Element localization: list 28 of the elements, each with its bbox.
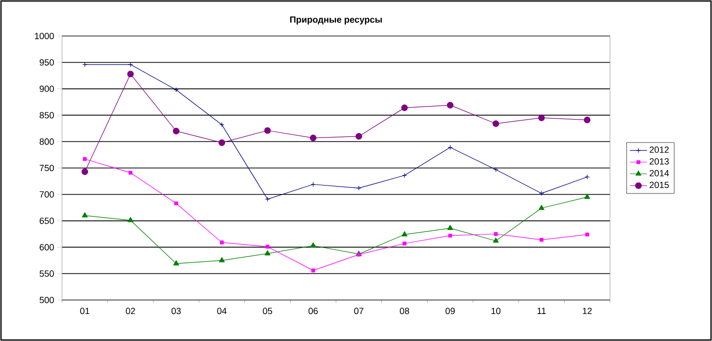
y-tick-label: 1000 bbox=[34, 32, 54, 40]
x-tick-label: 09 bbox=[446, 308, 455, 314]
x-tick-label: 11 bbox=[538, 308, 546, 314]
y-tick-label: 600 bbox=[40, 244, 54, 250]
legend-label: 2014 bbox=[650, 170, 669, 176]
x-tick-label: 04 bbox=[217, 308, 227, 314]
y-tick-label: 500 bbox=[40, 296, 54, 304]
y-tick-label: 650 bbox=[40, 218, 54, 224]
x-tick-label: 06 bbox=[308, 308, 318, 314]
y-tick-label: 950 bbox=[40, 59, 54, 66]
legend-label: 2013 bbox=[650, 158, 669, 165]
x-tick-label: 05 bbox=[262, 308, 272, 314]
x-tick-label: 07 bbox=[354, 308, 364, 314]
x-tick-label: 10 bbox=[492, 308, 500, 314]
y-tick-label: 750 bbox=[40, 164, 54, 172]
y-tick-label: 700 bbox=[40, 191, 54, 198]
x-tick-label: 12 bbox=[582, 308, 592, 314]
legend-label: 2015 bbox=[650, 182, 669, 188]
y-tick-label: 800 bbox=[40, 138, 54, 145]
x-tick-label: 02 bbox=[126, 308, 136, 314]
x-tick-label: 01 bbox=[80, 308, 90, 314]
legend-label: 2012 bbox=[650, 146, 669, 153]
x-tick-label: 08 bbox=[400, 308, 410, 314]
x-tick-label: 03 bbox=[172, 308, 181, 314]
y-tick-label: 550 bbox=[40, 270, 54, 277]
chart-title: Природные ресурсы bbox=[290, 16, 382, 25]
y-tick-label: 850 bbox=[40, 112, 54, 118]
y-tick-label: 900 bbox=[40, 86, 54, 92]
